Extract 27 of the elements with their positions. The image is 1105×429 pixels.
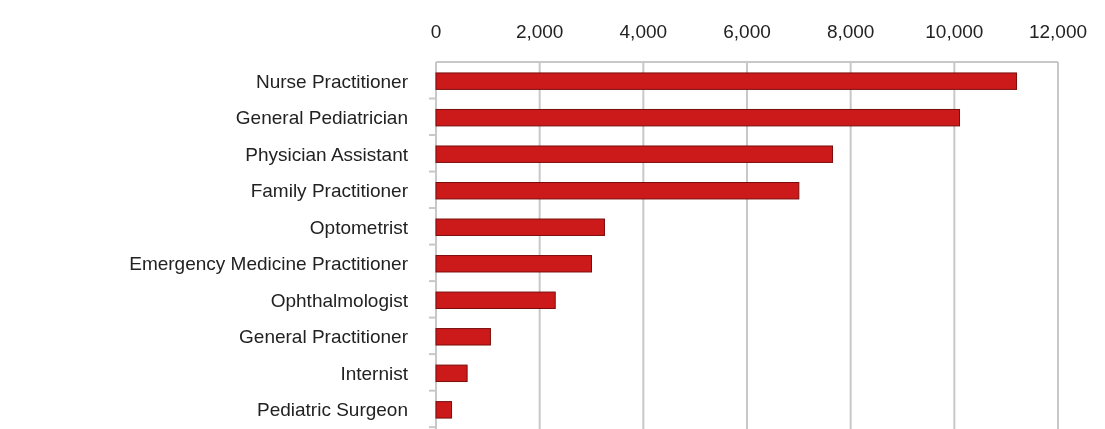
- x-tick-label: 4,000: [619, 21, 668, 42]
- bar: [435, 72, 1018, 90]
- x-tick-label: 8,000: [826, 21, 875, 42]
- x-tick-label: 12,000: [1028, 21, 1088, 42]
- bar: [435, 328, 491, 346]
- y-tick-label: Pediatric Surgeon: [256, 399, 408, 421]
- y-tick-label: General Practitioner: [239, 326, 409, 348]
- bar: [435, 108, 961, 127]
- bar: [435, 182, 800, 200]
- bar: [435, 218, 605, 236]
- bar: [435, 255, 592, 273]
- bar: [435, 291, 556, 309]
- bar: [435, 401, 453, 419]
- x-tick-label: 6,000: [723, 21, 771, 42]
- x-tick-label: 2,000: [515, 21, 564, 42]
- y-tick-label: Optometrist: [309, 216, 409, 238]
- bar: [435, 364, 468, 383]
- y-tick-label: Nurse Practitioner: [255, 70, 409, 92]
- y-tick-label: General Pediatrician: [235, 107, 408, 129]
- x-tick-label: 0: [430, 21, 442, 42]
- y-tick-label: Family Practitioner: [250, 180, 409, 202]
- y-tick-label: Internist: [340, 362, 409, 384]
- bar: [435, 145, 834, 163]
- x-tick-label: 10,000: [925, 21, 984, 42]
- y-tick-label: Emergency Medicine Practitioner: [129, 253, 409, 275]
- y-tick-label: Physician Assistant: [245, 143, 409, 165]
- y-tick-label: Ophthalmologist: [270, 289, 409, 311]
